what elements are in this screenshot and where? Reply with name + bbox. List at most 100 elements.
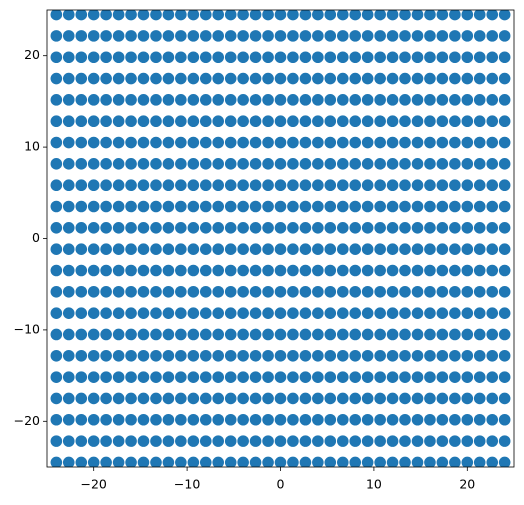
point — [100, 200, 112, 213]
point — [411, 307, 424, 319]
point — [461, 94, 474, 106]
point — [461, 371, 474, 383]
point — [461, 413, 474, 426]
point — [361, 10, 374, 21]
point — [486, 136, 499, 149]
point — [262, 243, 274, 255]
point — [498, 285, 511, 298]
point — [274, 72, 287, 85]
point — [162, 158, 175, 170]
point — [87, 158, 100, 170]
point — [361, 392, 374, 405]
point — [312, 371, 324, 383]
point — [411, 72, 424, 85]
point — [175, 115, 187, 128]
point — [374, 200, 386, 213]
point — [486, 115, 499, 128]
point — [187, 456, 200, 467]
point — [411, 115, 424, 128]
point — [112, 456, 125, 467]
point — [162, 10, 175, 21]
point — [87, 136, 100, 149]
point — [336, 94, 349, 106]
point — [312, 94, 324, 106]
point — [399, 10, 411, 21]
point — [212, 243, 225, 255]
point — [50, 115, 63, 128]
point — [349, 200, 362, 213]
point — [324, 72, 337, 85]
point — [299, 264, 312, 277]
point — [486, 72, 499, 85]
point — [399, 435, 411, 447]
point — [87, 456, 100, 467]
point — [386, 222, 399, 234]
point — [361, 158, 374, 170]
point — [312, 285, 324, 298]
point — [199, 349, 212, 362]
point — [87, 371, 100, 383]
point — [336, 349, 349, 362]
point — [112, 307, 125, 319]
point — [237, 94, 249, 106]
point — [162, 371, 175, 383]
point — [449, 392, 461, 405]
point — [287, 243, 299, 255]
point — [249, 115, 262, 128]
point — [386, 307, 399, 319]
point — [424, 456, 436, 467]
point — [411, 179, 424, 192]
point — [287, 179, 299, 192]
point — [498, 328, 511, 341]
point — [361, 200, 374, 213]
point — [50, 94, 63, 106]
point — [212, 371, 225, 383]
point — [436, 285, 449, 298]
point — [62, 349, 75, 362]
point — [324, 136, 337, 149]
point — [125, 285, 137, 298]
point — [336, 328, 349, 341]
point — [399, 179, 411, 192]
point — [224, 456, 237, 467]
point — [224, 349, 237, 362]
point — [449, 285, 461, 298]
point — [150, 435, 162, 447]
point — [224, 328, 237, 341]
point — [62, 413, 75, 426]
point — [386, 179, 399, 192]
point — [424, 243, 436, 255]
point — [175, 136, 187, 149]
point — [249, 307, 262, 319]
point — [262, 30, 274, 42]
point — [374, 264, 386, 277]
point — [274, 413, 287, 426]
point — [287, 30, 299, 42]
point — [262, 307, 274, 319]
point — [62, 179, 75, 192]
x-tick-label: −10 — [174, 477, 200, 492]
point — [224, 264, 237, 277]
point — [187, 285, 200, 298]
point — [361, 456, 374, 467]
point — [187, 435, 200, 447]
point — [312, 51, 324, 64]
point — [486, 371, 499, 383]
point — [162, 200, 175, 213]
point — [274, 264, 287, 277]
point — [62, 307, 75, 319]
point — [449, 51, 461, 64]
point — [312, 435, 324, 447]
point — [100, 10, 112, 21]
point — [436, 179, 449, 192]
point — [386, 243, 399, 255]
point — [199, 435, 212, 447]
point — [100, 307, 112, 319]
point — [461, 115, 474, 128]
point — [224, 413, 237, 426]
point — [436, 413, 449, 426]
point — [449, 435, 461, 447]
point — [75, 243, 88, 255]
point — [100, 222, 112, 234]
point — [62, 10, 75, 21]
